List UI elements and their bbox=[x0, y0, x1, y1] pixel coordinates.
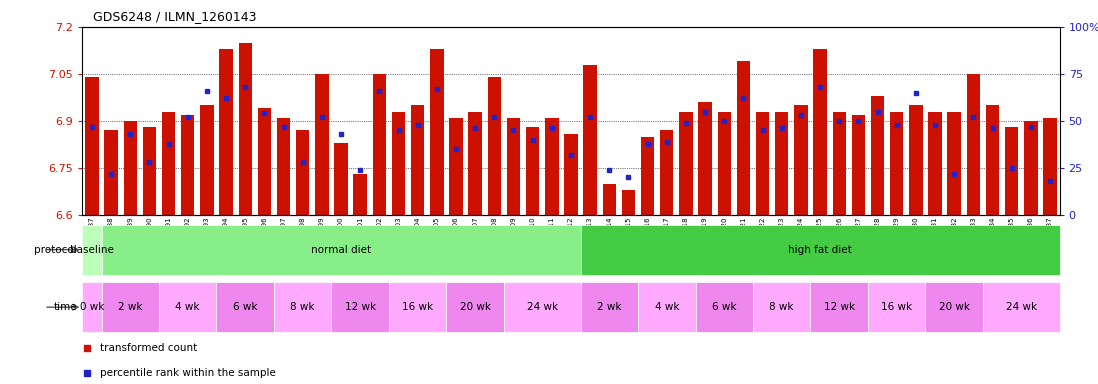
Text: 16 wk: 16 wk bbox=[402, 302, 434, 312]
Bar bbox=[332, 282, 389, 332]
Bar bbox=[1024, 121, 1038, 215]
Bar bbox=[469, 112, 482, 215]
Bar bbox=[695, 282, 753, 332]
Bar bbox=[890, 112, 904, 215]
Bar bbox=[238, 43, 251, 215]
Bar bbox=[871, 96, 884, 215]
Bar bbox=[986, 105, 999, 215]
Bar bbox=[810, 282, 867, 332]
Bar bbox=[717, 112, 731, 215]
Bar bbox=[354, 174, 367, 215]
Text: 24 wk: 24 wk bbox=[527, 302, 558, 312]
Text: 6 wk: 6 wk bbox=[712, 302, 737, 312]
Bar bbox=[928, 112, 942, 215]
Text: 2 wk: 2 wk bbox=[117, 302, 143, 312]
Bar bbox=[852, 115, 865, 215]
Text: transformed count: transformed count bbox=[100, 343, 198, 353]
Bar bbox=[143, 127, 156, 215]
Bar bbox=[1005, 127, 1018, 215]
Text: time: time bbox=[53, 302, 77, 312]
Text: 2 wk: 2 wk bbox=[597, 302, 621, 312]
Text: high fat diet: high fat diet bbox=[788, 245, 852, 255]
Text: 12 wk: 12 wk bbox=[345, 302, 376, 312]
Bar bbox=[334, 143, 348, 215]
Text: 8 wk: 8 wk bbox=[770, 302, 794, 312]
Bar bbox=[794, 105, 808, 215]
Bar bbox=[581, 282, 638, 332]
Bar bbox=[641, 137, 654, 215]
Bar bbox=[909, 105, 922, 215]
Text: GDS6248 / ILMN_1260143: GDS6248 / ILMN_1260143 bbox=[93, 10, 257, 23]
Bar bbox=[755, 112, 770, 215]
Bar bbox=[603, 184, 616, 215]
Bar bbox=[526, 127, 539, 215]
Bar bbox=[296, 130, 310, 215]
Bar bbox=[737, 61, 750, 215]
Bar bbox=[159, 282, 216, 332]
Bar bbox=[832, 112, 845, 215]
Bar bbox=[101, 225, 581, 275]
Bar bbox=[948, 112, 961, 215]
Text: 4 wk: 4 wk bbox=[176, 302, 200, 312]
Bar bbox=[638, 282, 695, 332]
Text: baseline: baseline bbox=[70, 245, 114, 255]
Bar bbox=[82, 225, 101, 275]
Bar bbox=[449, 118, 462, 215]
Text: 4 wk: 4 wk bbox=[654, 302, 679, 312]
Bar bbox=[104, 130, 117, 215]
Text: 20 wk: 20 wk bbox=[939, 302, 970, 312]
Bar bbox=[124, 121, 137, 215]
Bar bbox=[86, 77, 99, 215]
Bar bbox=[621, 190, 635, 215]
Bar bbox=[983, 282, 1060, 332]
Text: 12 wk: 12 wk bbox=[824, 302, 854, 312]
Bar bbox=[753, 282, 810, 332]
Bar bbox=[867, 282, 926, 332]
Bar bbox=[1043, 118, 1056, 215]
Text: 24 wk: 24 wk bbox=[1006, 302, 1037, 312]
Bar bbox=[216, 282, 274, 332]
Text: 6 wk: 6 wk bbox=[233, 302, 257, 312]
Bar bbox=[447, 282, 504, 332]
Bar bbox=[258, 108, 271, 215]
Bar bbox=[430, 49, 444, 215]
Bar bbox=[966, 74, 981, 215]
Bar bbox=[660, 130, 673, 215]
Text: 20 wk: 20 wk bbox=[460, 302, 491, 312]
Bar bbox=[504, 282, 581, 332]
Bar bbox=[274, 282, 332, 332]
Text: percentile rank within the sample: percentile rank within the sample bbox=[100, 368, 276, 378]
Bar bbox=[181, 115, 194, 215]
Bar bbox=[161, 112, 176, 215]
Text: protocol: protocol bbox=[34, 245, 77, 255]
Bar bbox=[389, 282, 447, 332]
Bar bbox=[488, 77, 501, 215]
Bar bbox=[82, 282, 101, 332]
Bar bbox=[101, 282, 159, 332]
Bar bbox=[200, 105, 214, 215]
Bar bbox=[277, 118, 290, 215]
Bar bbox=[411, 105, 424, 215]
Bar bbox=[583, 65, 597, 215]
Bar bbox=[680, 112, 693, 215]
Text: 16 wk: 16 wk bbox=[881, 302, 912, 312]
Text: 8 wk: 8 wk bbox=[291, 302, 315, 312]
Bar bbox=[392, 112, 405, 215]
Text: normal diet: normal diet bbox=[311, 245, 371, 255]
Bar bbox=[315, 74, 328, 215]
Bar bbox=[507, 118, 520, 215]
Bar bbox=[220, 49, 233, 215]
Text: 0 wk: 0 wk bbox=[80, 302, 104, 312]
Bar bbox=[372, 74, 386, 215]
Bar bbox=[581, 225, 1060, 275]
Bar bbox=[775, 112, 788, 215]
Bar bbox=[814, 49, 827, 215]
Bar bbox=[545, 118, 559, 215]
Bar bbox=[926, 282, 983, 332]
Bar bbox=[564, 134, 578, 215]
Bar bbox=[698, 102, 712, 215]
